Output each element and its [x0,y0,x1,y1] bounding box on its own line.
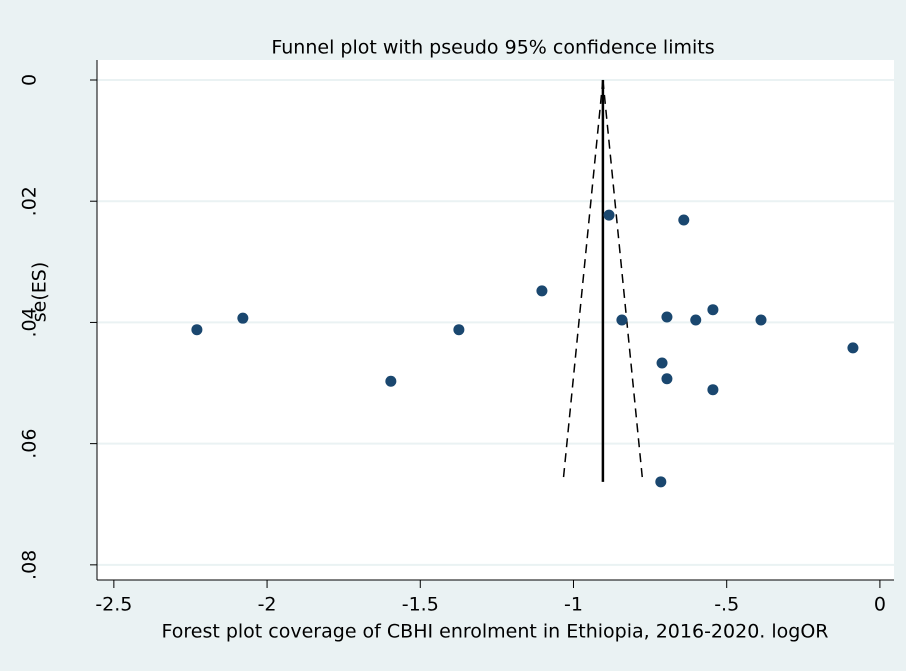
study-point [237,312,249,324]
study-point [536,285,548,297]
chart-title: Funnel plot with pseudo 95% confidence l… [271,37,714,59]
y-tick-label: 0 [19,74,41,86]
x-tick-label: -2.5 [95,594,132,616]
y-tick-label: .04 [19,307,41,337]
funnel-limit [562,79,604,482]
study-point [847,342,859,354]
study-point [707,384,719,396]
y-tick-label: .08 [19,550,41,580]
x-tick-label: 0 [874,594,886,616]
y-tick-label: .02 [19,186,41,216]
study-point [755,314,767,326]
study-point [603,209,615,221]
x-tick-label: -1.5 [402,594,439,616]
study-point [385,375,397,387]
x-axis-title: Forest plot coverage of CBHI enrolment i… [162,621,829,643]
x-tick-label: -2 [258,594,277,616]
study-point [707,304,719,316]
study-point [678,214,690,226]
x-tick-label: -.5 [714,594,739,616]
y-axis-title: se(ES) [29,262,51,322]
study-point [656,357,668,369]
plot-area [97,60,894,580]
study-point [453,324,465,336]
study-point [191,324,203,336]
x-tick-label: -1 [564,594,583,616]
study-point [690,314,702,326]
study-point [661,373,673,385]
study-point [661,311,673,323]
study-point [616,314,628,326]
funnel-limit [602,79,644,482]
y-tick-label: .06 [19,429,41,459]
study-point [655,476,667,488]
